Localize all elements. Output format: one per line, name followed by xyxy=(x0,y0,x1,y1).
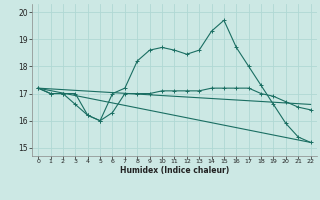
X-axis label: Humidex (Indice chaleur): Humidex (Indice chaleur) xyxy=(120,166,229,175)
